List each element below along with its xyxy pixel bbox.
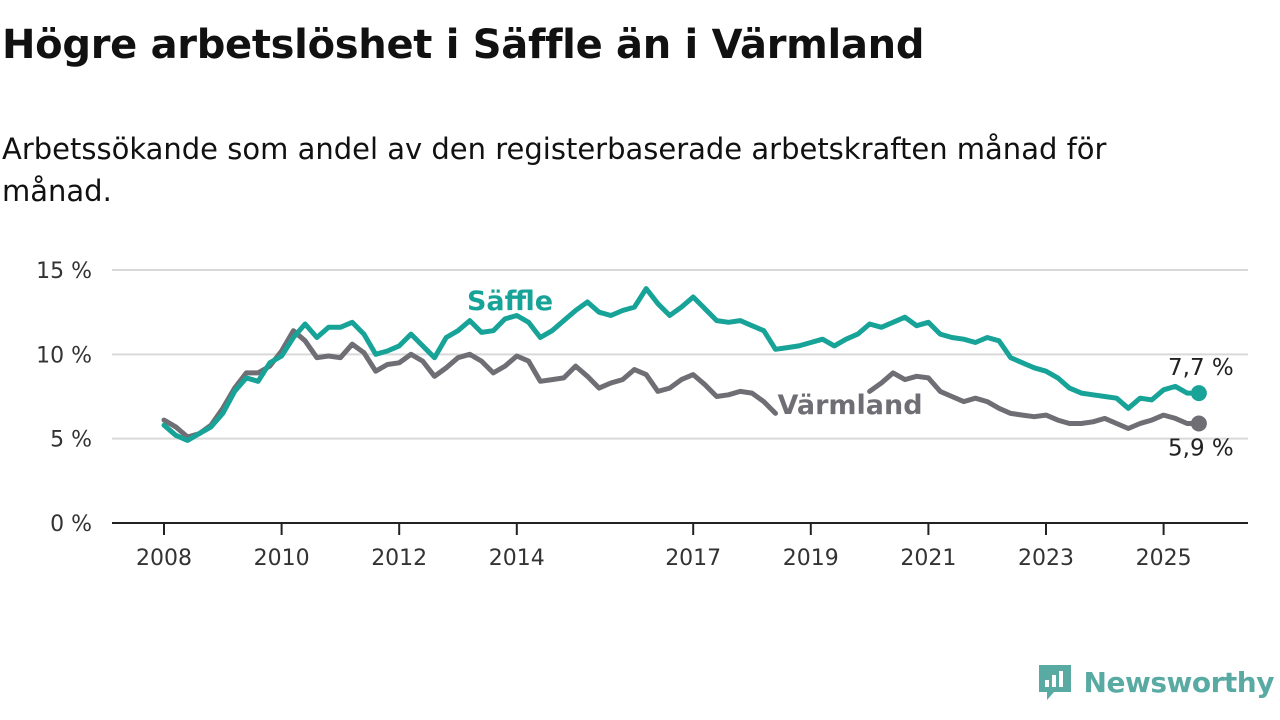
x-tick-label: 2017 — [665, 546, 721, 571]
series-line-säffle — [161, 286, 1202, 443]
brand-name: Newsworthy — [1083, 665, 1275, 699]
x-tick-label: 2025 — [1136, 546, 1192, 571]
series-line-värmland — [867, 370, 1202, 431]
y-tick-label: 5 % — [50, 428, 92, 453]
x-tick-label: 2019 — [783, 546, 839, 571]
chart-subtitle: Arbetssökande som andel av den registerb… — [2, 132, 1107, 208]
line-chart: 0 % 5 % 10 % 15 % 2008 2010 2012 2014 2017 2019 20… — [36, 259, 1248, 571]
end-point-säffle — [1190, 385, 1207, 402]
x-tick-label: 2012 — [371, 546, 427, 571]
x-tick-label: 2008 — [136, 546, 192, 571]
end-point-värmland — [1190, 415, 1207, 432]
brand: Newsworthy — [1036, 662, 1275, 702]
y-tick-label: 0 % — [50, 512, 92, 537]
x-tick-label: 2014 — [489, 546, 545, 571]
chart-title: Högre arbetslöshet i Säffle än i Värmlan… — [2, 22, 925, 68]
y-tick-label: 15 % — [36, 259, 92, 284]
series-label-saffle: Säffle — [467, 286, 553, 317]
x-tick-label: 2010 — [254, 546, 310, 571]
x-tick-label: 2023 — [1018, 546, 1074, 571]
series-label-varmland: Värmland — [777, 390, 922, 421]
x-tick-label: 2021 — [900, 546, 956, 571]
end-label-varmland: 5,9 % — [1168, 435, 1234, 461]
y-tick-label: 10 % — [36, 343, 92, 368]
newsworthy-logo-icon — [1038, 665, 1071, 700]
end-label-saffle: 7,7 % — [1168, 355, 1234, 381]
series-line-värmland — [161, 328, 778, 440]
